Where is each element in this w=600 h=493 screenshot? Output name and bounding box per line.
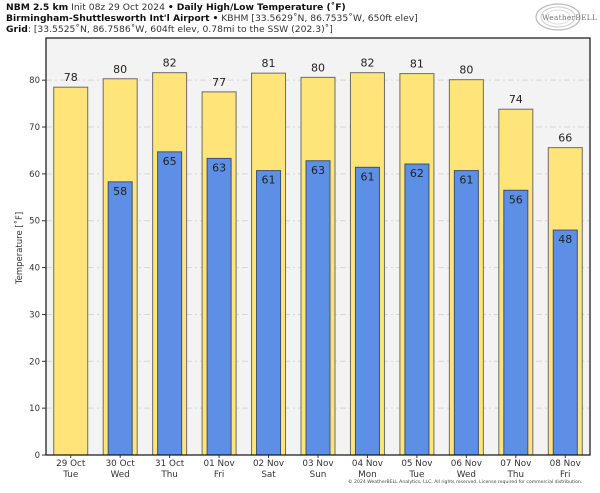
y-tick-label: 60 xyxy=(29,170,40,180)
y-tick-label: 0 xyxy=(35,451,40,461)
low-temp-label: 63 xyxy=(311,164,325,177)
low-temp-label: 58 xyxy=(113,185,127,198)
value-labels: 78 80 58 82 65 77 63 81 61 80 63 82 61 81 62 80 61 74 56 66… xyxy=(64,57,573,246)
x-tick-date: 07 Nov xyxy=(500,459,531,469)
low-temp-bar xyxy=(453,170,479,456)
x-tick-day: Fri xyxy=(560,470,570,480)
y-tick-label: 30 xyxy=(29,310,40,320)
y-tick-label: 10 xyxy=(29,404,40,414)
low-temp-bar xyxy=(552,229,578,456)
x-tick-day: Tue xyxy=(62,470,78,480)
separator: • xyxy=(167,2,174,13)
x-tick-day: Mon xyxy=(358,470,377,480)
x-tick-date: 08 Nov xyxy=(550,459,581,469)
high-temp-label: 80 xyxy=(459,64,473,77)
y-tick-label: 20 xyxy=(29,357,40,367)
x-tick-day: Thu xyxy=(507,470,525,480)
model-name: NBM 2.5 km xyxy=(6,2,69,13)
high-temp-label: 80 xyxy=(113,63,127,76)
header-line-1: NBM 2.5 km Init 08z 29 Oct 2024 • Daily … xyxy=(6,2,346,13)
x-tick-date: 31 Oct xyxy=(155,459,185,469)
x-tick-day: Wed xyxy=(111,470,130,480)
init-time: Init 08z 29 Oct 2024 xyxy=(71,2,165,13)
low-temp-label: 62 xyxy=(410,167,424,180)
high-temp-bar xyxy=(53,86,89,456)
low-temp-bar xyxy=(503,189,529,456)
low-temp-bar xyxy=(157,151,183,456)
high-temp-label: 81 xyxy=(262,57,276,70)
weatherbell-logo: WeatherBELL xyxy=(528,2,598,32)
low-temp-label: 65 xyxy=(163,155,177,168)
separator: • xyxy=(212,13,219,24)
low-temp-label: 63 xyxy=(212,161,226,174)
station-info: KBHM [33.5629˚N, 86.7535˚W, 650ft elev] xyxy=(221,13,418,24)
header-line-2: Birmingham-Shuttlesworth Int'l Airport •… xyxy=(6,13,418,24)
low-temp-label: 61 xyxy=(360,170,374,183)
x-tick-day: Sun xyxy=(310,470,327,480)
high-temp-label: 74 xyxy=(509,93,523,106)
header-line-3: Grid: [33.5525˚N, 86.7586˚W, 604ft elev,… xyxy=(6,24,333,35)
station-name: Birmingham-Shuttlesworth Int'l Airport xyxy=(6,13,210,24)
x-tick-date: 30 Oct xyxy=(106,459,136,469)
y-axis-label: Temperature [˚F] xyxy=(14,212,25,285)
low-temp-bar xyxy=(256,170,282,456)
bars xyxy=(53,72,583,456)
high-temp-label: 77 xyxy=(212,76,226,89)
y-tick-label: 80 xyxy=(29,76,40,86)
grid-label: Grid xyxy=(6,24,28,35)
x-tick-day: Sat xyxy=(261,470,276,480)
y-tick-label: 40 xyxy=(29,264,40,274)
product-title: Daily High/Low Temperature (˚F) xyxy=(176,2,346,13)
x-tick-day: Thu xyxy=(160,470,178,480)
y-axis: 0 10 20 30 40 50 60 70 80 xyxy=(29,76,46,461)
y-tick-label: 50 xyxy=(29,217,40,227)
x-tick-day: Tue xyxy=(408,470,424,480)
low-temp-bar xyxy=(107,181,133,456)
x-tick-date: 29 Oct xyxy=(56,459,86,469)
high-temp-label: 80 xyxy=(311,61,325,74)
copyright-notice: © 2024 WeatherBELL Analytics, LLC. All r… xyxy=(348,480,583,485)
high-temp-label: 82 xyxy=(163,57,177,70)
low-temp-bar xyxy=(305,160,331,456)
low-temp-label: 48 xyxy=(558,233,572,246)
high-temp-label: 66 xyxy=(558,132,572,145)
x-tick-day: Fri xyxy=(214,470,224,480)
low-temp-bar xyxy=(404,163,430,456)
low-temp-label: 56 xyxy=(509,193,523,206)
x-tick-date: 03 Nov xyxy=(302,459,333,469)
x-tick-date: 04 Nov xyxy=(352,459,383,469)
low-temp-bar xyxy=(206,157,232,456)
x-tick-date: 01 Nov xyxy=(204,459,235,469)
x-tick-day: Wed xyxy=(457,470,476,480)
high-temp-label: 78 xyxy=(64,71,78,84)
high-temp-label: 81 xyxy=(410,58,424,71)
x-tick-date: 05 Nov xyxy=(401,459,432,469)
logo-text: WeatherBELL xyxy=(542,13,598,22)
low-temp-label: 61 xyxy=(262,174,276,187)
logo-swirl-icon xyxy=(535,3,581,31)
x-tick-date: 06 Nov xyxy=(451,459,482,469)
x-tick-date: 02 Nov xyxy=(253,459,284,469)
low-temp-bar xyxy=(354,166,380,456)
low-temp-label: 61 xyxy=(459,174,473,187)
y-tick-label: 70 xyxy=(29,123,40,133)
grid-info: : [33.5525˚N, 86.7586˚W, 604ft elev, 0.7… xyxy=(27,24,333,35)
high-temp-label: 82 xyxy=(360,57,374,70)
